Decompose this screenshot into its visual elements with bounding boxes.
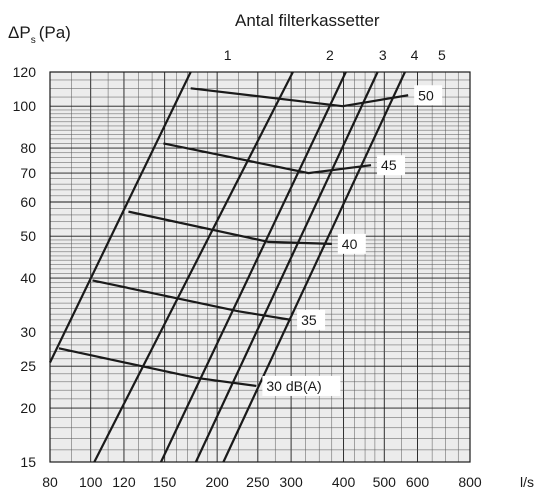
x-tick-label: 100 [79, 474, 103, 490]
sound-curve-label-bg [262, 375, 341, 396]
y-tick-label: 50 [20, 228, 36, 244]
sound-curve [190, 87, 409, 108]
y-axis-label-unit: (Pa) [39, 23, 71, 42]
filter-line-label: 3 [379, 47, 387, 63]
x-tick-label: 400 [332, 474, 356, 490]
sound-curve-label: 35 [301, 312, 317, 328]
chart-title: Antal filterkassetter [235, 11, 380, 30]
y-tick-label: 15 [20, 454, 36, 470]
sound-curve [92, 279, 292, 321]
x-tick-label: 800 [458, 474, 482, 490]
y-tick-label: 60 [20, 194, 36, 210]
sound-curve-label-bg [297, 309, 326, 330]
y-tick-label: 70 [20, 165, 36, 181]
sound-curve-label-bg [377, 155, 406, 176]
filter-line-3 [159, 71, 347, 463]
filter-line-1 [49, 71, 192, 363]
x-tick-label: 150 [153, 474, 177, 490]
x-tick-label: 120 [112, 474, 136, 490]
sound-curve [128, 210, 332, 245]
sound-curve-label: 45 [381, 157, 397, 173]
sound-curve-label: 40 [342, 236, 358, 252]
y-tick-labels: 15 20 25 30 40 50 60 70 80 100 120 [13, 64, 37, 470]
y-tick-label: 80 [20, 140, 36, 156]
filter-line-label: 1 [224, 47, 232, 63]
x-tick-label: 600 [406, 474, 430, 490]
plot-frame [49, 71, 471, 463]
y-tick-label: 25 [20, 358, 36, 374]
sound-curves: 50 45 40 35 30 dB(A) [58, 85, 443, 396]
x-axis-unit: l/s [520, 474, 534, 490]
x-tick-label: 250 [246, 474, 270, 490]
y-tick-label: 30 [20, 324, 36, 340]
y-axis-label: ΔPs (Pa) [8, 23, 71, 46]
sound-curve [58, 347, 257, 388]
y-axis-label-subscript: s [31, 35, 36, 46]
filter-line-label: 5 [438, 47, 446, 63]
sound-curve-label: 30 dB(A) [266, 378, 321, 394]
filter-line-label: 4 [411, 47, 419, 63]
y-tick-label: 20 [20, 400, 36, 416]
filter-line-label: 2 [326, 47, 334, 63]
sound-curve-label: 50 [418, 87, 434, 103]
filter-line-2 [93, 71, 294, 463]
sound-curve-label-bg [414, 85, 443, 106]
y-axis-label-main: ΔP [8, 23, 31, 42]
x-tick-label: 200 [205, 474, 229, 490]
x-tick-label: 500 [373, 474, 397, 490]
y-tick-label: 40 [20, 270, 36, 286]
plot-background [50, 72, 470, 462]
x-tick-label: 300 [279, 474, 303, 490]
grid-lines [49, 71, 471, 463]
filter-line-4 [194, 71, 379, 463]
sound-curve [163, 142, 372, 175]
y-tick-label: 120 [13, 64, 37, 80]
x-tick-label: 80 [42, 474, 58, 490]
x-tick-labels: 80 100 120 150 200 250 300 400 500 600 800 [42, 474, 482, 490]
y-tick-label: 100 [13, 98, 37, 114]
filter-line-5 [222, 71, 406, 463]
sound-curve-label-bg [337, 233, 366, 254]
